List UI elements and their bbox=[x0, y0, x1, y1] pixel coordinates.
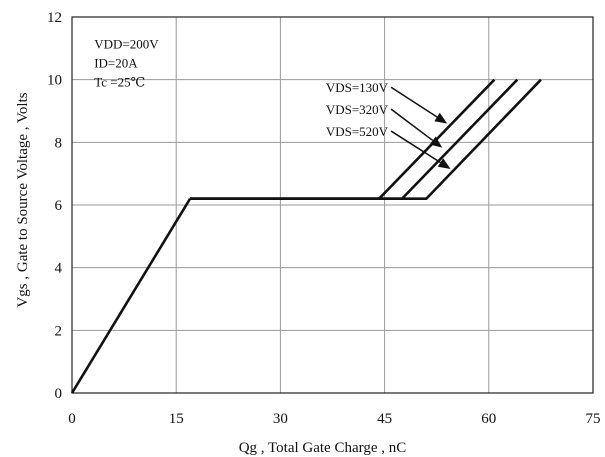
series-label-vds-130v: VDS=130V bbox=[326, 80, 389, 95]
curve-vds-320v bbox=[190, 80, 517, 199]
condition-line: Tc =25℃ bbox=[94, 74, 145, 89]
x-tick-label: 15 bbox=[169, 411, 184, 427]
y-tick-label: 4 bbox=[55, 261, 63, 277]
x-tick-labels: 0 15 30 45 60 75 bbox=[68, 411, 600, 427]
x-tick-label: 0 bbox=[68, 411, 76, 427]
annotations: VDS=130V VDS=320V VDS=520V bbox=[326, 80, 451, 169]
y-tick-label: 10 bbox=[47, 73, 62, 89]
arrow-line-vds-520v bbox=[391, 131, 440, 162]
series-label-vds-520v: VDS=520V bbox=[326, 124, 389, 139]
series-label-vds-320v: VDS=320V bbox=[326, 102, 389, 117]
test-conditions: VDD=200V ID=20A Tc =25℃ bbox=[94, 36, 159, 89]
x-tick-label: 30 bbox=[273, 411, 288, 427]
x-tick-label: 75 bbox=[586, 411, 601, 427]
curve-initial-rise bbox=[72, 199, 190, 393]
arrow-line-vds-130v bbox=[391, 87, 437, 117]
y-tick-label: 6 bbox=[55, 198, 63, 214]
curve-vds-520v bbox=[190, 80, 541, 199]
x-tick-label: 45 bbox=[377, 411, 392, 427]
condition-line: VDD=200V bbox=[94, 36, 159, 51]
y-tick-label: 2 bbox=[55, 323, 63, 339]
y-tick-label: 12 bbox=[47, 10, 62, 26]
y-tick-labels: 0 2 4 6 8 10 12 bbox=[47, 10, 63, 402]
x-axis-title: Qg , Total Gate Charge , nC bbox=[239, 440, 407, 456]
y-axis-title: Vgs , Gate to Source Voltage , Volts bbox=[15, 92, 31, 307]
grid bbox=[72, 17, 593, 393]
arrow-head-vds-130v bbox=[434, 113, 447, 124]
x-tick-label: 60 bbox=[481, 411, 496, 427]
y-tick-label: 8 bbox=[55, 135, 63, 151]
curves bbox=[72, 80, 541, 393]
curve-vds-130v bbox=[190, 80, 494, 199]
condition-line: ID=20A bbox=[94, 55, 138, 70]
y-tick-label: 0 bbox=[55, 386, 63, 402]
